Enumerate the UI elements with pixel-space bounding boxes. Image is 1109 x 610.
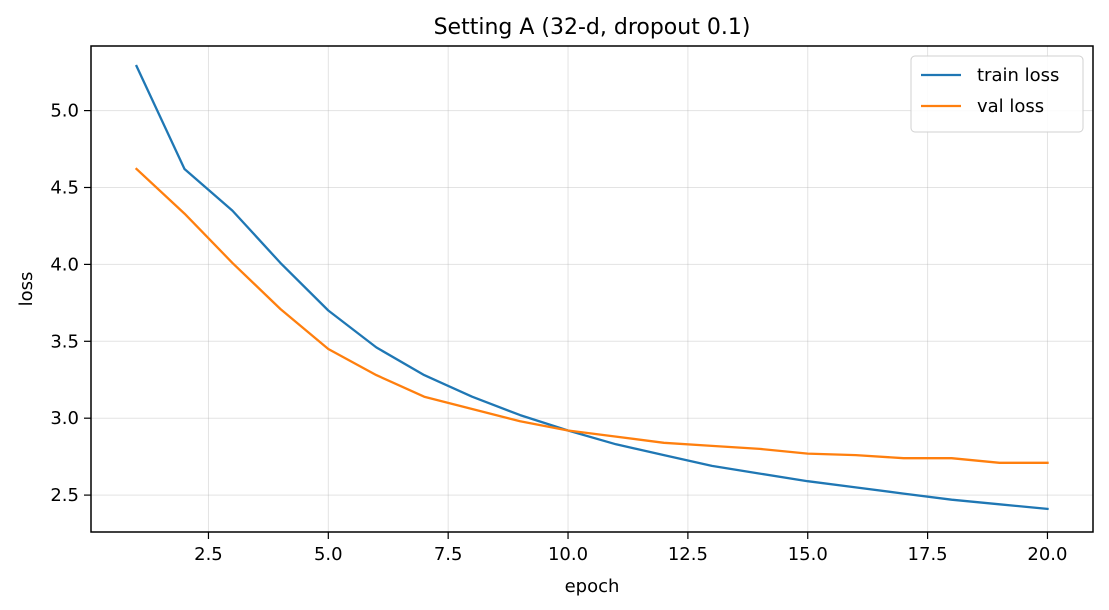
series-line-val-loss — [134, 167, 1049, 464]
y-tick-label: 2.5 — [50, 485, 79, 506]
y-tick-label: 3.5 — [50, 331, 79, 352]
x-tick-label: 10.0 — [548, 544, 588, 565]
y-axis: 2.5 3.0 3.5 4.0 4.5 5.0 — [50, 101, 91, 506]
chart-title: Setting A (32-d, dropout 0.1) — [434, 15, 751, 40]
plot-frame — [90, 45, 1094, 533]
x-tick-label: 2.5 — [194, 544, 223, 565]
series-line-train-loss — [134, 64, 1049, 511]
x-axis: 2.5 5.0 7.5 10.0 12.5 15.0 17.5 20.0 — [194, 532, 1067, 565]
x-tick-label: 17.5 — [908, 544, 948, 565]
x-tick-label: 5.0 — [314, 544, 343, 565]
y-tick-label: 3.0 — [50, 408, 79, 429]
y-tick-label: 4.5 — [50, 177, 79, 198]
legend-label: val loss — [977, 96, 1044, 117]
y-tick-label: 4.0 — [50, 254, 79, 275]
y-axis-title: loss — [16, 272, 37, 307]
x-tick-label: 7.5 — [434, 544, 463, 565]
x-tick-label: 20.0 — [1027, 544, 1067, 565]
legend-label: train loss — [977, 65, 1059, 86]
x-tick-label: 12.5 — [668, 544, 708, 565]
x-axis-title: epoch — [565, 576, 620, 597]
series-lines — [134, 64, 1049, 511]
x-tick-label: 15.0 — [788, 544, 828, 565]
y-tick-label: 5.0 — [50, 101, 79, 122]
legend: train loss val loss — [910, 55, 1084, 133]
